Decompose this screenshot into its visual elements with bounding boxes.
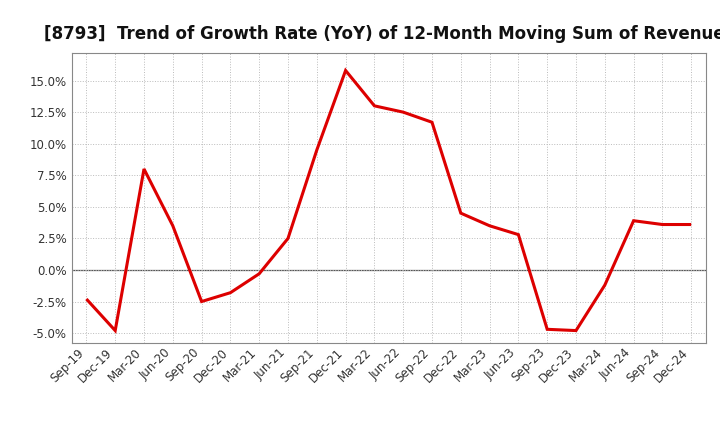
Title: [8793]  Trend of Growth Rate (YoY) of 12-Month Moving Sum of Revenues: [8793] Trend of Growth Rate (YoY) of 12-… [43,25,720,43]
